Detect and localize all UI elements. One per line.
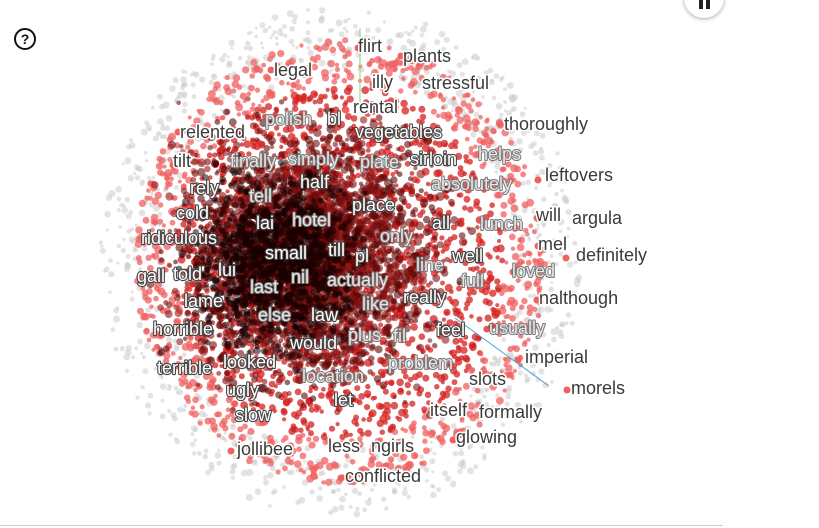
word-label[interactable]: gall	[136, 265, 166, 287]
word-label[interactable]: leftovers	[544, 164, 615, 187]
word-label[interactable]: plate	[359, 151, 400, 173]
help-circle-icon: ?	[20, 31, 30, 47]
word-label[interactable]: slow	[234, 404, 273, 426]
word-label[interactable]: definitely	[575, 244, 649, 267]
word-label[interactable]: well	[450, 245, 484, 267]
word-label[interactable]: argula	[571, 207, 625, 230]
word-label[interactable]: bl	[326, 108, 342, 130]
word-label[interactable]: law	[310, 304, 340, 326]
word-label[interactable]: ugly	[225, 379, 260, 401]
word-label[interactable]: sirloin	[409, 148, 458, 170]
bottom-divider	[0, 525, 723, 526]
word-label[interactable]: would	[288, 332, 338, 354]
word-label[interactable]: morels	[570, 377, 627, 400]
point-cloud	[98, 7, 582, 518]
help-button[interactable]: ?	[14, 28, 36, 50]
word-label[interactable]: conflicted	[344, 465, 423, 488]
word-label[interactable]: all	[431, 212, 451, 234]
word-label[interactable]: nalthough	[538, 287, 620, 310]
pause-button[interactable]	[684, 0, 724, 18]
word-label[interactable]: relented	[179, 121, 247, 144]
word-label[interactable]: full	[460, 270, 485, 292]
word-label[interactable]: polish	[264, 108, 313, 130]
word-label[interactable]: pl	[354, 245, 370, 267]
word-label[interactable]: horrible	[152, 318, 214, 340]
word-label[interactable]: small	[264, 242, 308, 264]
word-label[interactable]: vegetables	[354, 121, 443, 143]
word-label[interactable]: lui	[217, 259, 237, 281]
word-label[interactable]: last	[249, 276, 279, 298]
word-label[interactable]: plants	[402, 45, 453, 68]
word-label[interactable]: ngirls	[370, 435, 416, 458]
word-label[interactable]: line	[415, 254, 445, 276]
pause-icon	[697, 0, 711, 9]
word-label[interactable]: only	[379, 225, 414, 247]
word-label[interactable]: rental	[352, 96, 400, 119]
word-label[interactable]: stressful	[421, 72, 491, 95]
word-label[interactable]: tilt	[172, 150, 193, 173]
word-label[interactable]: lunch	[479, 213, 524, 235]
word-label[interactable]: slots	[468, 368, 508, 391]
word-label[interactable]: problem	[387, 352, 454, 374]
word-label[interactable]: glowing	[455, 426, 519, 449]
word-label[interactable]: itself	[429, 399, 470, 422]
word-label[interactable]: ridiculous	[140, 227, 218, 249]
word-label[interactable]: jollibee	[235, 438, 295, 461]
word-label[interactable]: imperial	[524, 346, 590, 369]
word-label[interactable]: helps	[477, 143, 522, 165]
word-label[interactable]: fil	[392, 325, 407, 347]
word-label[interactable]: really	[402, 286, 447, 308]
word-label[interactable]: feel	[435, 319, 466, 341]
word-label[interactable]: simply	[287, 148, 340, 170]
word-label[interactable]: thoroughly	[503, 113, 590, 136]
word-label[interactable]: flirt	[357, 35, 384, 58]
word-label[interactable]: cold	[175, 202, 210, 224]
word-label[interactable]: lame	[183, 290, 224, 312]
word-label[interactable]: finally	[229, 150, 277, 172]
word-label[interactable]: let	[333, 389, 354, 411]
word-label[interactable]: like	[361, 293, 390, 315]
word-label[interactable]: formally	[478, 401, 544, 424]
word-label[interactable]: nil	[290, 266, 310, 288]
word-label[interactable]: usually	[488, 317, 546, 339]
word-label[interactable]: less	[327, 435, 362, 458]
word-label[interactable]: actually	[326, 269, 389, 291]
word-label[interactable]: till	[327, 239, 346, 261]
word-label[interactable]: illy	[371, 71, 395, 94]
word-label[interactable]: location	[301, 365, 365, 387]
word-label[interactable]: mel	[537, 233, 569, 256]
word-label[interactable]: legal	[273, 59, 314, 82]
word-label[interactable]: absolutely	[430, 173, 513, 195]
word-label[interactable]: will	[534, 204, 563, 227]
word-label[interactable]: else	[257, 304, 292, 326]
word-label[interactable]: lai	[255, 212, 275, 234]
word-labels: flirt plants legal illy stressful rental polis…	[136, 35, 649, 488]
word-label[interactable]: told	[172, 263, 203, 285]
word-label[interactable]: rely	[189, 177, 220, 199]
word-label[interactable]: terrible	[156, 357, 213, 379]
word-label[interactable]: hotel	[291, 209, 332, 231]
word-label[interactable]: looked	[222, 351, 277, 373]
word-label[interactable]: half	[299, 171, 331, 193]
axis-line-blue	[454, 317, 550, 387]
word-label[interactable]: plus	[347, 324, 382, 346]
word-label[interactable]: tell	[248, 185, 273, 207]
word-label[interactable]: place	[351, 194, 396, 216]
word-label[interactable]: loved	[511, 260, 556, 282]
